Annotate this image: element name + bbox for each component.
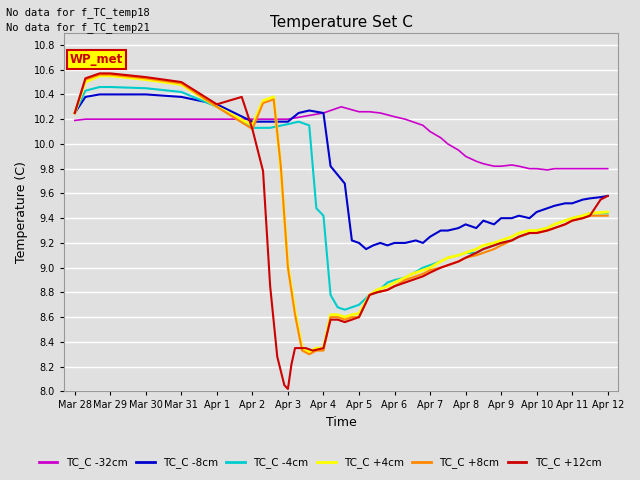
X-axis label: Time: Time — [326, 416, 356, 429]
Title: Temperature Set C: Temperature Set C — [270, 15, 413, 30]
Text: WP_met: WP_met — [70, 53, 123, 66]
Text: No data for f_TC_temp21: No data for f_TC_temp21 — [6, 22, 150, 33]
Text: No data for f_TC_temp18: No data for f_TC_temp18 — [6, 7, 150, 18]
Y-axis label: Temperature (C): Temperature (C) — [15, 161, 28, 263]
Legend: TC_C -32cm, TC_C -8cm, TC_C -4cm, TC_C +4cm, TC_C +8cm, TC_C +12cm: TC_C -32cm, TC_C -8cm, TC_C -4cm, TC_C +… — [35, 453, 605, 472]
